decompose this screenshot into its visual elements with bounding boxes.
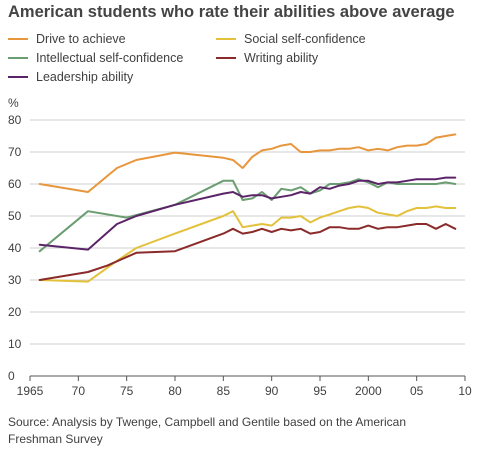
series-line-intellectual-self-confidence <box>38 178 457 253</box>
series-line-writing-ability <box>38 223 457 281</box>
legend-swatch-intellectual-self-confidence <box>8 57 28 59</box>
legend-label-social-self-confidence: Social self-confidence <box>244 32 366 46</box>
y-axis-unit-label: % <box>8 96 19 110</box>
legend: Drive to achieve Social self-confidence … <box>0 30 479 90</box>
x-tick-label: 1965 <box>17 384 44 398</box>
x-tick-label: 90 <box>265 384 279 398</box>
legend-swatch-social-self-confidence <box>216 38 236 40</box>
y-tick-labels: 0 10 20 30 40 50 60 70 80 <box>8 113 22 383</box>
legend-label-leadership-ability: Leadership ability <box>36 70 134 84</box>
legend-swatch-writing-ability <box>216 57 236 59</box>
y-tick-label: 70 <box>8 145 22 159</box>
series-line-social-self-confidence <box>38 205 457 283</box>
x-tick-label: 75 <box>120 384 134 398</box>
legend-item-leadership-ability: Leadership ability <box>8 68 133 86</box>
legend-swatch-drive-to-achieve <box>8 38 28 40</box>
line-chart-plot: 0 10 20 30 40 50 60 70 80 1965 70 75 80 85 90 95 2000 05… <box>8 113 472 398</box>
source-note: Source: Analysis by Twenge, Campbell and… <box>8 415 407 446</box>
y-tick-label: 30 <box>8 273 22 287</box>
x-tick-label: 05 <box>410 384 424 398</box>
series-line-drive-to-achieve <box>38 133 457 193</box>
x-tick-label: 2000 <box>355 384 382 398</box>
y-tick-label: 80 <box>8 113 22 127</box>
x-tick-label: 10 <box>458 384 472 398</box>
x-tick-label: 85 <box>217 384 231 398</box>
legend-item-intellectual-self-confidence: Intellectual self-confidence <box>8 49 183 67</box>
y-tick-label: 10 <box>8 337 22 351</box>
x-tick-label: 95 <box>313 384 327 398</box>
y-tick-label: 0 <box>8 369 15 383</box>
legend-label-intellectual-self-confidence: Intellectual self-confidence <box>36 51 184 65</box>
legend-swatch-leadership-ability <box>8 76 28 78</box>
series-lines <box>38 133 457 283</box>
x-tick-label: 80 <box>168 384 182 398</box>
y-tick-label: 50 <box>8 209 22 223</box>
legend-item-drive-to-achieve: Drive to achieve <box>8 30 126 48</box>
y-tick-label: 60 <box>8 177 22 191</box>
legend-label-writing-ability: Writing ability <box>244 51 319 65</box>
y-tick-label: 20 <box>8 305 22 319</box>
legend-item-social-self-confidence: Social self-confidence <box>216 30 366 48</box>
x-axis: 1965 70 75 80 85 90 95 2000 05 10 <box>17 375 472 398</box>
series-line-leadership-ability <box>38 176 457 251</box>
chart-title: American students who rate their abiliti… <box>8 3 455 21</box>
legend-item-writing-ability: Writing ability <box>216 49 318 67</box>
legend-label-drive-to-achieve: Drive to achieve <box>36 32 126 46</box>
x-tick-label: 70 <box>72 384 86 398</box>
y-tick-label: 40 <box>8 241 22 255</box>
